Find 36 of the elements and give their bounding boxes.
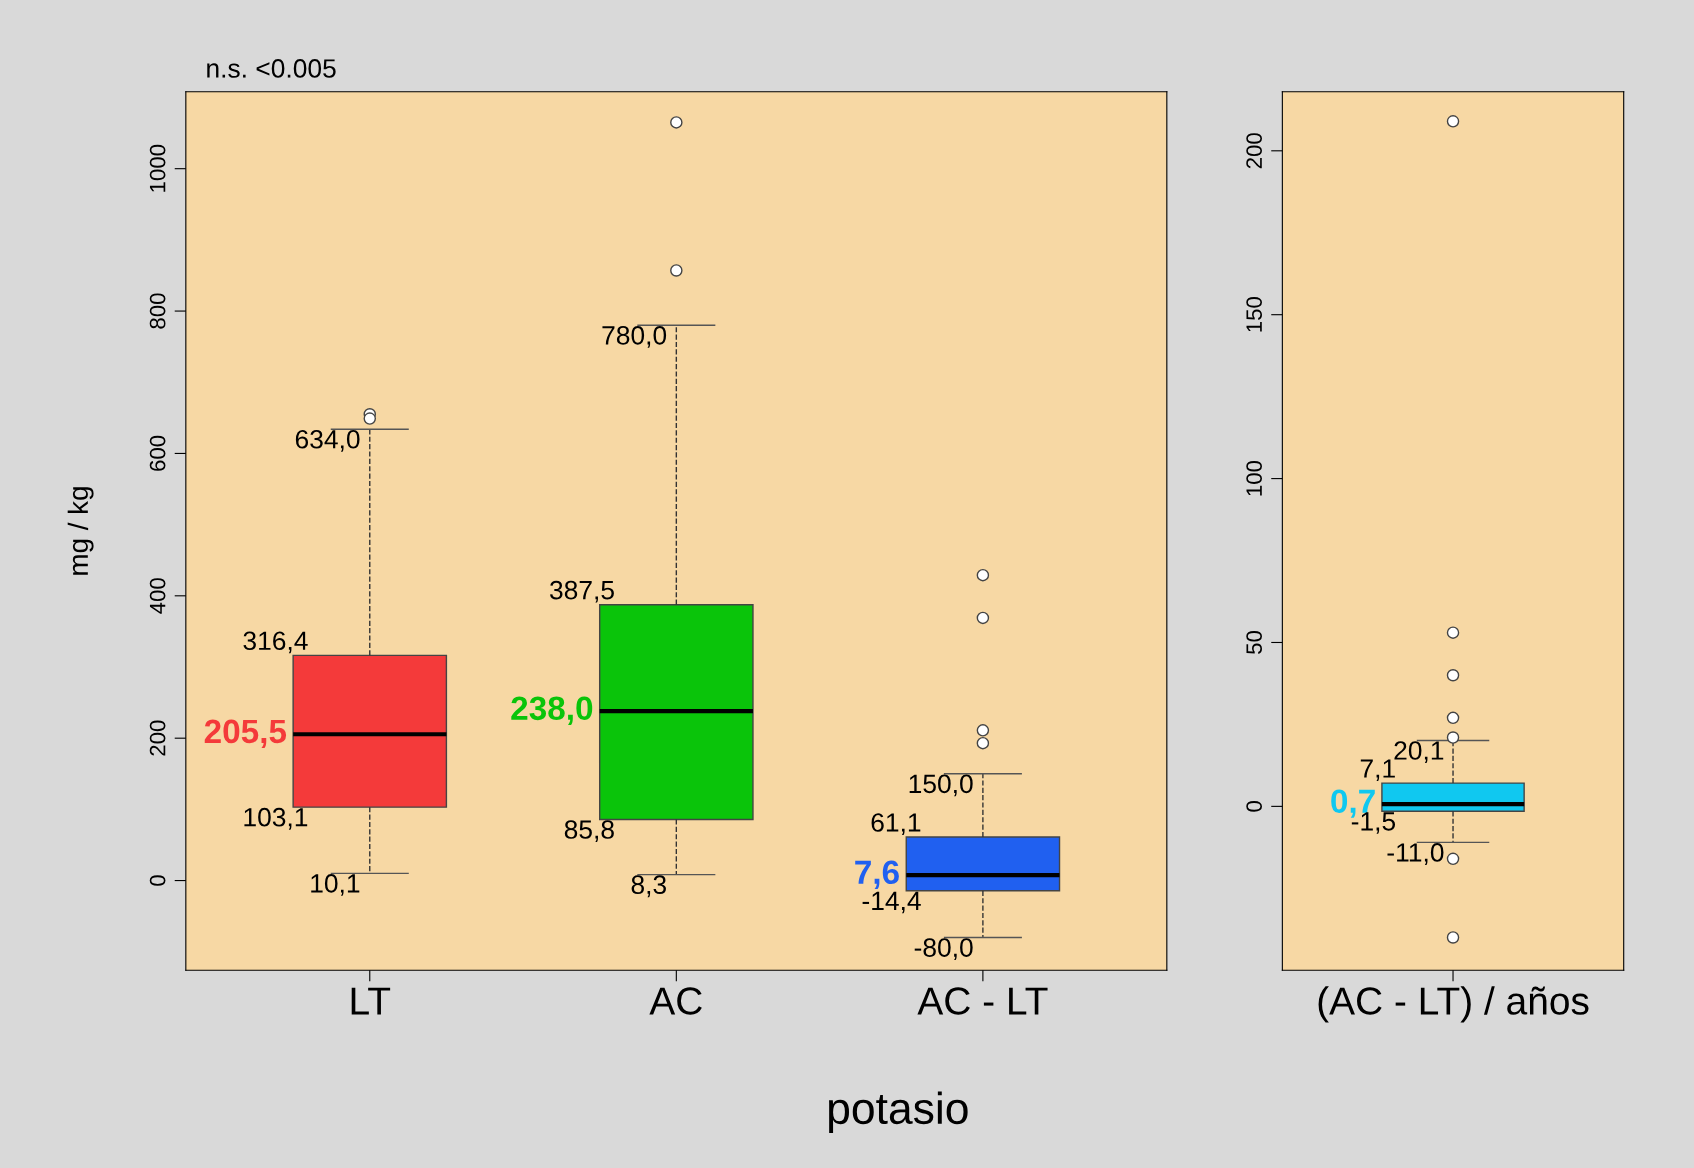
x-tick-label: AC - LT	[917, 987, 1048, 1015]
y-tick-label: 0	[149, 875, 166, 886]
text: 20,1	[1394, 741, 1444, 763]
text: -11,0	[1387, 843, 1444, 865]
text: 7,1	[1360, 759, 1395, 781]
y-tick-label: 600	[149, 435, 166, 471]
text: -14,4	[862, 891, 921, 914]
y-tick-label: 400	[149, 578, 166, 614]
y-axis-title: mg / kg	[67, 487, 94, 575]
x-tick-label: (AC - LT) / años	[1318, 986, 1589, 1023]
y-tick-label: 1000	[149, 144, 166, 192]
y-tick-label: 100	[1246, 460, 1262, 496]
text: 238,0	[511, 696, 593, 725]
text: 316,4	[243, 631, 308, 654]
y-tick-label: 0	[1246, 801, 1262, 812]
y-tick-label: 800	[149, 293, 166, 329]
text: 103,1	[244, 807, 308, 830]
text: 634,0	[295, 429, 360, 452]
x-tick-label: LT	[351, 987, 391, 1015]
text: 10,1	[311, 874, 360, 896]
text: 780,0	[602, 326, 667, 348]
text: -80,0	[914, 938, 973, 961]
text: 61,1	[871, 813, 921, 835]
x-axis-title: potasio	[829, 1091, 968, 1133]
x-tick-label: AC	[649, 987, 702, 1015]
text: 205,5	[204, 719, 287, 749]
text: 8,3	[631, 875, 666, 898]
text: n.s. <0.005	[207, 59, 336, 78]
text: 387,5	[549, 580, 614, 603]
text: 150,0	[909, 774, 973, 797]
text: 7,6	[855, 860, 899, 889]
y-tick-label: 200	[149, 720, 166, 756]
y-tick-label: 50	[1246, 630, 1262, 654]
y-tick-label: 150	[1246, 297, 1262, 332]
y-tick-label: 200	[1246, 133, 1262, 169]
text: 85,8	[564, 820, 614, 842]
